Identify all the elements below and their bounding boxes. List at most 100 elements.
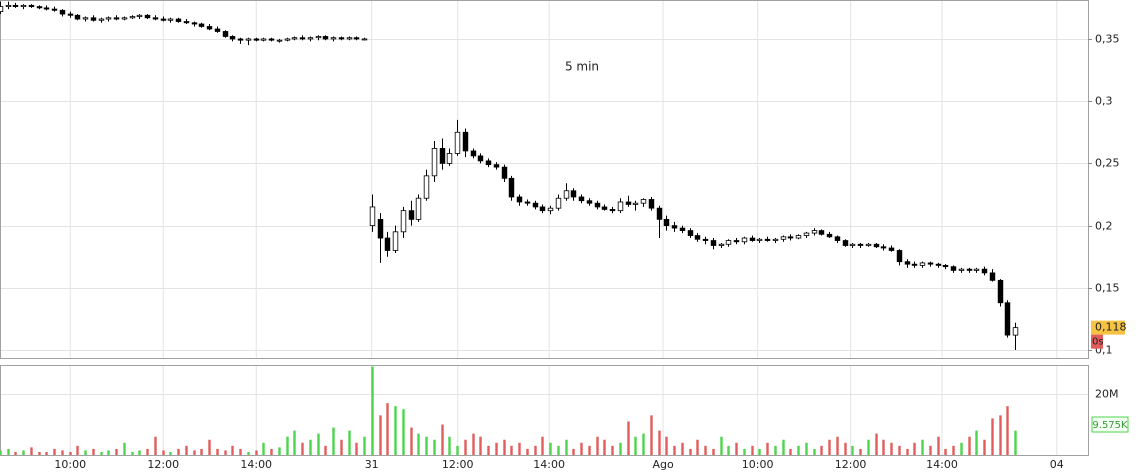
volume-bar (208, 439, 211, 455)
candle-body (896, 250, 903, 263)
candle-body (446, 153, 453, 164)
candle-body (144, 14, 151, 19)
candle-body (516, 196, 523, 203)
candle-body (942, 265, 949, 268)
volume-bar (146, 448, 149, 455)
volume-bar (611, 445, 614, 455)
volume-bar (107, 450, 110, 455)
candle-body (59, 9, 66, 15)
candle-body (919, 262, 926, 266)
candle-body (578, 196, 585, 202)
volume-bar (557, 445, 560, 455)
candle-body (849, 243, 856, 246)
volume-bar (371, 366, 374, 455)
volume-bar (177, 448, 180, 455)
volume-bar (774, 445, 777, 455)
candle-body (222, 31, 229, 37)
volume-bar (255, 450, 258, 455)
volume-bar (944, 448, 947, 455)
volume-bar (921, 439, 924, 455)
volume-bar (479, 436, 482, 455)
candle-body (361, 38, 368, 41)
volume-bar (727, 445, 730, 455)
volume-bar (92, 448, 95, 455)
volume-bar (301, 442, 304, 455)
candle-body (671, 225, 678, 229)
volume-bar (247, 451, 250, 455)
volume-bar (30, 447, 33, 455)
candle-body (90, 17, 97, 21)
volume-bar (386, 403, 389, 455)
volume-bar (278, 447, 281, 455)
x-tick-label: 04 (1050, 458, 1064, 471)
candle-body (470, 150, 477, 157)
candle-body (377, 218, 384, 239)
volume-bar (231, 445, 234, 455)
candle-body (927, 262, 934, 265)
candle-body (733, 240, 740, 243)
volume-bar (627, 421, 630, 455)
volume-bar (580, 442, 583, 455)
candle-body (532, 202, 539, 208)
y-tick-label: 0,3 (1095, 95, 1113, 108)
volume-bar (882, 439, 885, 455)
volume-bar (495, 442, 498, 455)
volume-bar (22, 450, 25, 455)
candle-body (0, 6, 4, 12)
candle-body (82, 17, 89, 20)
volume-bar (720, 436, 723, 455)
candle-body (601, 206, 608, 210)
candle-body (973, 268, 980, 271)
volume-bar (913, 442, 916, 455)
candle-body (485, 160, 492, 166)
candle-body (989, 272, 996, 281)
candle-body (152, 17, 159, 20)
candle-body (1004, 302, 1011, 336)
volume-bar (332, 427, 335, 455)
candle-body (431, 148, 438, 177)
volume-bar (61, 450, 64, 455)
volume-bar (185, 445, 188, 455)
volume-bar (983, 439, 986, 455)
candle-body (291, 37, 298, 40)
candle-body (315, 36, 322, 39)
x-tick-label: 14:00 (240, 458, 272, 471)
volume-bar (14, 451, 17, 455)
volume-bar (348, 430, 351, 455)
candle-body (911, 263, 918, 266)
candle-body (307, 37, 314, 40)
volume-bar (596, 436, 599, 455)
candle-body (772, 238, 779, 241)
volume-bar (417, 433, 420, 455)
volume-bar (7, 448, 10, 455)
volume-bar (216, 448, 219, 455)
candle-body (725, 240, 732, 245)
volume-bar (441, 424, 444, 455)
candle-body (508, 177, 515, 198)
candle-body (237, 38, 244, 41)
volume-bar (394, 406, 397, 455)
annotation: 5 min (565, 60, 599, 74)
candle-body (880, 246, 887, 249)
volume-bar (704, 445, 707, 455)
volume-bar (224, 450, 227, 455)
candle-body (98, 18, 105, 21)
candle-body (935, 263, 942, 266)
volume-bar (503, 439, 506, 455)
candle-body (632, 202, 639, 205)
countdown-label: 0s (1092, 337, 1104, 348)
volume-bar (867, 439, 870, 455)
volume-bar (534, 445, 537, 455)
candle-body (756, 238, 763, 241)
candle-body (299, 37, 306, 40)
y-tick-label: 0,35 (1095, 33, 1120, 46)
candle-body (67, 13, 74, 16)
y-tick-label: 0,2 (1095, 220, 1113, 233)
volume-bar (875, 433, 878, 455)
volume-bar (200, 448, 203, 455)
volume-bar (363, 436, 366, 455)
candle-body (663, 218, 670, 227)
x-tick-label: 31 (365, 458, 379, 471)
volume-bar (526, 448, 529, 455)
